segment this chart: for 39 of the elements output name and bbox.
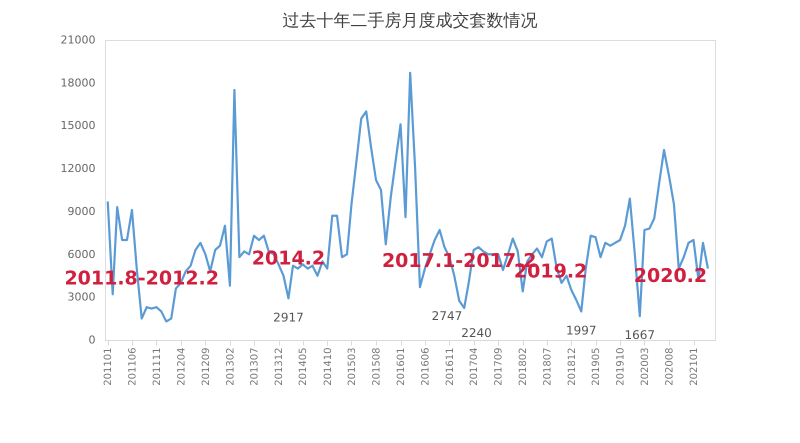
x-tick-label: 201807: [542, 348, 554, 386]
x-tick-label: 201704: [469, 348, 480, 386]
annotation: 1997: [566, 323, 597, 338]
x-tick-label: 201302: [225, 348, 236, 386]
x-tick-label: 201312: [274, 348, 286, 386]
x-tick-label: 201503: [346, 348, 358, 386]
x-tick-label: 201307: [249, 348, 260, 386]
x-tick-label: 201405: [298, 348, 310, 386]
x-tick-label: 201910: [616, 348, 627, 386]
x-tick-label: 201204: [176, 348, 188, 386]
y-tick-label: 21000: [60, 34, 96, 46]
x-tick-label: 201508: [372, 348, 383, 386]
x-tick-label: 201106: [127, 348, 138, 386]
y-tick-label: 15000: [60, 119, 96, 132]
x-tick-label: 201601: [396, 348, 408, 386]
x-tick-label: 201101: [103, 348, 114, 386]
x-tick-label: 201111: [152, 348, 163, 386]
annotation: 1667: [624, 328, 656, 342]
x-tick-label: 202101: [689, 348, 700, 386]
x-tick-label: 201410: [322, 348, 334, 386]
y-tick-label: 18000: [60, 76, 96, 90]
y-tick-label: 6000: [68, 248, 96, 261]
x-tick-label: 201802: [518, 348, 530, 386]
annotation: 2240: [461, 326, 492, 340]
x-tick-label: 201709: [494, 348, 505, 386]
x-tick-label: 202003: [640, 348, 651, 386]
annotation: 2917: [273, 310, 304, 324]
y-tick-label: 3000: [68, 290, 96, 304]
x-tick-label: 201209: [200, 348, 212, 386]
y-tick-label: 12000: [60, 162, 96, 176]
y-tick-label: 0: [88, 334, 96, 346]
x-tick-label: 201606: [420, 348, 432, 386]
x-tick-label: 202008: [664, 348, 676, 386]
chart-title: 过去十年二手房月度成交套数情况: [282, 11, 538, 31]
annotation: 2747: [432, 308, 462, 323]
x-tick-label: 201905: [591, 348, 602, 386]
x-tick-label: 201812: [566, 348, 578, 386]
x-tick-label: 201611: [444, 348, 456, 386]
y-tick-label: 9000: [68, 204, 96, 218]
